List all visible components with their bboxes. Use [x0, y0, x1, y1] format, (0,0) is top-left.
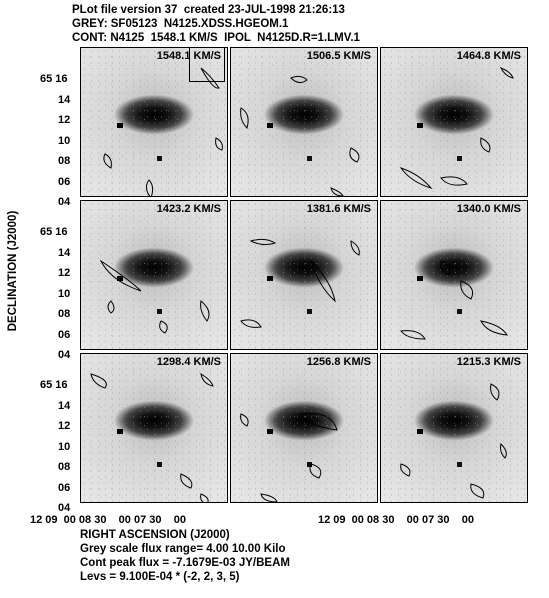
- velocity-label: 1340.0 KM/S: [456, 203, 521, 215]
- header-line-2: GREY: SF05123 N4125.XDSS.HGEOM.1: [72, 18, 289, 30]
- foreground-star: [267, 123, 273, 128]
- foreground-star: [117, 123, 123, 128]
- footer-levels: Levs = 9.100E-04 * (-2, 2, 3, 5): [80, 571, 240, 583]
- channel-panel: 1215.3 KM/S: [380, 353, 528, 503]
- y-tick-label: 10: [58, 440, 71, 453]
- y-tick-label: 65 16: [40, 226, 68, 238]
- contour-overlay: [399, 67, 514, 189]
- channel-panel: 1464.8 KM/S: [380, 47, 528, 197]
- y-tick-label: 10: [58, 287, 71, 300]
- foreground-star: [157, 156, 162, 161]
- y-tick-label: 06: [58, 328, 71, 341]
- noise-texture: [231, 48, 377, 196]
- y-tick-label: 06: [58, 175, 71, 188]
- y-tick-label: 14: [58, 246, 71, 259]
- y-tick-label: 12: [58, 420, 71, 432]
- foreground-star: [157, 309, 162, 314]
- foreground-star: [307, 462, 312, 467]
- header-line-3: CONT: N4125 1548.1 KM/S IPOL N4125D.R=1.…: [72, 32, 360, 44]
- foreground-star: [307, 309, 312, 314]
- foreground-star: [417, 429, 423, 434]
- noise-texture: [381, 48, 527, 196]
- channel-panel: 1423.2 KM/S: [80, 200, 228, 350]
- contour-overlay: [240, 75, 360, 196]
- velocity-label: 1215.3 KM/S: [456, 356, 521, 368]
- velocity-label: 1548.1 KM/S: [156, 50, 221, 62]
- contour-overlay: [400, 260, 508, 340]
- y-tick-label: 04: [58, 349, 71, 361]
- channel-panel: 1256.8 KM/S: [230, 353, 378, 503]
- velocity-label: 1506.5 KM/S: [306, 50, 371, 62]
- contour-overlay: [240, 412, 338, 502]
- footer-grey-range: Grey scale flux range= 4.00 10.00 Kilo: [80, 543, 286, 555]
- noise-texture: [231, 354, 377, 502]
- noise-texture: [231, 201, 377, 349]
- x-tick-labels-left: 12 09 00 08 30 00 07 30 00: [30, 514, 186, 526]
- contour-overlay: [99, 259, 210, 334]
- y-tick-label: 12: [58, 114, 71, 126]
- foreground-star: [117, 276, 123, 281]
- footer-peak-flux: Cont peak flux = -7.1679E-03 JY/BEAM: [80, 557, 290, 569]
- foreground-star: [457, 309, 462, 314]
- header-line-1: PLot file version 37 created 23-JUL-1998…: [72, 4, 345, 16]
- velocity-label: 1256.8 KM/S: [306, 356, 371, 368]
- foreground-star: [307, 156, 312, 161]
- foreground-star: [267, 429, 273, 434]
- foreground-star: [157, 462, 162, 467]
- velocity-label: 1298.4 KM/S: [156, 356, 221, 368]
- y-tick-label: 04: [58, 502, 71, 514]
- contour-overlay: [103, 67, 223, 196]
- channel-panel: 1340.0 KM/S: [380, 200, 528, 350]
- contour-overlay: [240, 238, 360, 328]
- noise-texture: [81, 201, 227, 349]
- contour-overlay: [90, 372, 214, 502]
- channel-panel: 1381.6 KM/S: [230, 200, 378, 350]
- y-tick-label: 08: [58, 155, 71, 167]
- beam-box: [189, 48, 225, 82]
- y-tick-label: 14: [58, 399, 71, 412]
- contour-overlay: [400, 383, 507, 499]
- noise-texture: [81, 48, 227, 196]
- y-tick-label: 06: [58, 481, 71, 494]
- channel-panel: 1298.4 KM/S: [80, 353, 228, 503]
- velocity-label: 1464.8 KM/S: [456, 50, 521, 62]
- noise-texture: [381, 354, 527, 502]
- foreground-star: [117, 429, 123, 434]
- foreground-star: [457, 156, 462, 161]
- noise-texture: [381, 201, 527, 349]
- x-tick-labels-right: 12 09 00 08 30 00 07 30 00: [318, 514, 474, 526]
- velocity-label: 1381.6 KM/S: [306, 203, 371, 215]
- velocity-label: 1423.2 KM/S: [156, 203, 221, 215]
- y-tick-label: 08: [58, 461, 71, 473]
- channel-panel: 1506.5 KM/S: [230, 47, 378, 197]
- y-tick-label: 12: [58, 267, 71, 279]
- foreground-star: [457, 462, 462, 467]
- foreground-star: [267, 276, 273, 281]
- y-tick-label: 04: [58, 196, 71, 208]
- y-tick-label: 10: [58, 134, 71, 147]
- y-axis-label: DECLINATION (J2000): [7, 210, 19, 332]
- x-axis-label: RIGHT ASCENSION (J2000): [80, 529, 230, 541]
- foreground-star: [417, 123, 423, 128]
- channel-panel: 1548.1 KM/S: [80, 47, 228, 197]
- y-tick-label: 14: [58, 93, 71, 106]
- foreground-star: [417, 276, 423, 281]
- y-tick-label: 65 16: [40, 73, 68, 85]
- y-tick-label: 65 16: [40, 379, 68, 391]
- y-tick-label: 08: [58, 308, 71, 320]
